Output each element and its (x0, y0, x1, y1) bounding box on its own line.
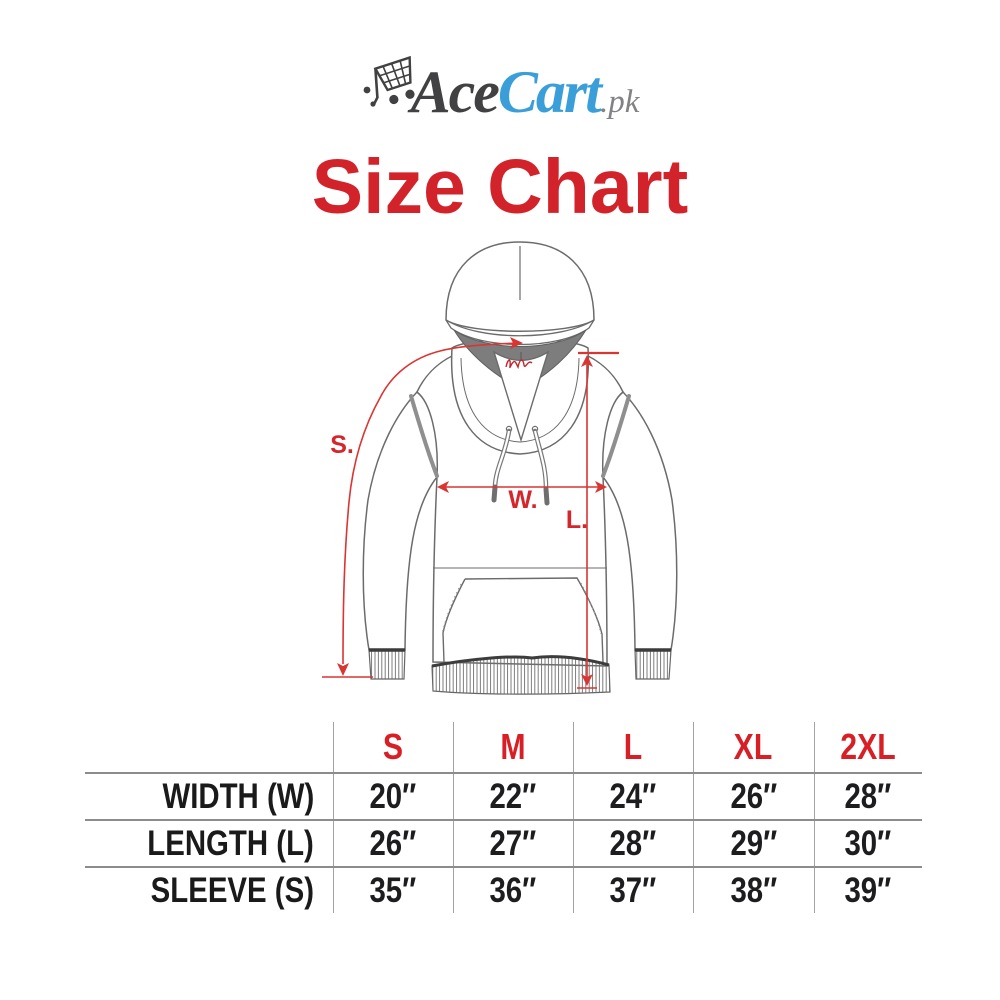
size-value: 28″ (572, 820, 693, 868)
corner-cell (85, 722, 333, 774)
table-row-width: WIDTH (W) 20″ 22″ 24″ 26″ 28″ (85, 773, 922, 821)
hoodie-sleeves (362, 390, 678, 651)
size-value: 35″ (332, 867, 453, 913)
hoodie-body (409, 347, 631, 667)
size-value: 20″ (332, 773, 453, 821)
measurement-annotations (322, 337, 619, 689)
motion-dot (370, 101, 376, 107)
collar (450, 338, 590, 455)
size-col-m: M (452, 722, 573, 774)
motion-dot (363, 86, 371, 94)
size-value: 26″ (692, 773, 814, 821)
hood (445, 241, 595, 443)
hem-ribbing (431, 655, 611, 695)
size-value: 27″ (452, 820, 573, 868)
collar-script-mark (505, 359, 533, 370)
size-col-2xl: 2XL (813, 722, 922, 774)
size-table-header-row: S M L XL 2XL (85, 722, 922, 774)
brand-text-secondary: Cart (497, 59, 602, 125)
size-value: 37″ (572, 867, 693, 913)
size-col-s: S (332, 722, 453, 774)
measurement-label-width: W. (508, 486, 537, 514)
shopping-cart-icon (363, 55, 415, 107)
size-value: 39″ (813, 867, 922, 913)
size-value: 36″ (452, 867, 573, 913)
measurement-label-sleeve: S. (330, 431, 354, 459)
size-value: 38″ (692, 867, 814, 913)
size-value: 22″ (452, 773, 573, 821)
size-value: 28″ (813, 773, 922, 821)
table-row-sleeve: SLEEVE (S) 35″ 36″ 37″ 38″ 39″ (85, 867, 922, 913)
size-col-l: L (572, 722, 693, 774)
drawstrings (491, 425, 550, 506)
table-row-length: LENGTH (L) 26″ 27″ 28″ 29″ 30″ (85, 820, 922, 868)
measurement-label-length: L. (566, 506, 588, 534)
row-label-width: WIDTH (W) (85, 773, 333, 821)
kangaroo-pocket (441, 577, 604, 663)
size-table: S M L XL 2XL WIDTH (W) 20″ 22″ 24″ 26″ 2… (85, 722, 922, 913)
size-value: 26″ (332, 820, 453, 868)
brand-text-suffix: .pk (599, 84, 640, 120)
size-value: 30″ (813, 820, 922, 868)
row-label-length: LENGTH (L) (85, 820, 333, 868)
brand-text-primary: Ace (410, 59, 500, 125)
hood-lining (453, 329, 587, 390)
size-value: 29″ (692, 820, 814, 868)
size-value: 24″ (572, 773, 693, 821)
page-title: Size Chart (311, 144, 689, 230)
size-col-xl: XL (692, 722, 814, 774)
cuff-ribbing (368, 648, 672, 680)
brand-logo: Ace Cart .pk (0, 42, 1000, 122)
row-label-sleeve: SLEEVE (S) (150, 870, 315, 910)
